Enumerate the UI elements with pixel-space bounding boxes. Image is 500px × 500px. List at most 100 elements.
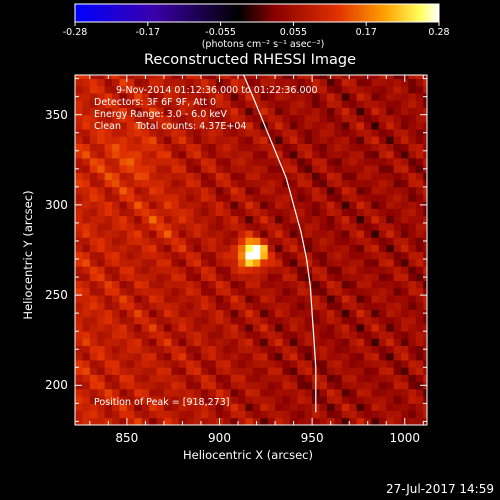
heatmap-cell: [408, 100, 417, 108]
heatmap-cell: [334, 251, 343, 260]
heatmap-cell: [289, 157, 298, 166]
heatmap-cell: [112, 251, 120, 260]
heatmap-cell: [141, 273, 150, 282]
heatmap-cell: [186, 244, 194, 253]
heatmap-cell: [104, 165, 113, 173]
heatmap-cell: [408, 352, 417, 361]
heatmap-cell: [134, 244, 143, 253]
heatmap-cell: [186, 345, 194, 354]
heatmap-cell: [334, 114, 343, 123]
heatmap-cell: [141, 374, 150, 383]
heatmap-cell: [423, 338, 427, 347]
heatmap-cell: [356, 157, 365, 166]
heatmap-cell: [104, 114, 113, 123]
heatmap-cell: [141, 129, 150, 137]
heatmap-cell: [326, 287, 335, 296]
heatmap-cell: [260, 230, 269, 238]
heatmap-cell: [408, 215, 417, 224]
heatmap-cell: [193, 273, 202, 282]
heatmap-cell: [423, 410, 427, 419]
heatmap-cell: [215, 100, 224, 108]
heatmap-cell: [297, 165, 306, 173]
heatmap-cell: [364, 136, 372, 144]
heatmap-cell: [163, 215, 172, 224]
heatmap-cell: [378, 78, 387, 87]
heatmap-cell: [112, 172, 120, 181]
heatmap-cell: [193, 194, 202, 202]
heatmap-cell: [104, 396, 113, 404]
heatmap-cell: [245, 309, 254, 318]
heatmap-cell: [304, 208, 313, 217]
heatmap-cell: [141, 309, 150, 318]
heatmap-cell: [156, 345, 165, 354]
heatmap-cell: [371, 157, 380, 166]
heatmap-cell: [364, 403, 372, 411]
heatmap-cell: [401, 352, 409, 361]
heatmap-cell: [104, 338, 113, 347]
heatmap-cell: [141, 78, 150, 87]
heatmap-cell: [89, 75, 98, 80]
heatmap-cell: [371, 280, 380, 289]
heatmap-cell: [149, 157, 157, 166]
heatmap-cell: [393, 287, 402, 296]
heatmap-cell: [267, 280, 276, 289]
heatmap-cell: [89, 136, 98, 144]
heatmap-cell: [223, 244, 232, 253]
heatmap-cell: [319, 208, 328, 217]
heatmap-cell: [401, 78, 409, 87]
heatmap-cell: [245, 266, 254, 274]
heatmap-cell: [378, 396, 387, 404]
heatmap-cell: [134, 215, 143, 224]
heatmap-cell: [119, 396, 128, 404]
heatmap-cell: [193, 208, 202, 217]
heatmap-cell: [186, 396, 194, 404]
heatmap-cell: [126, 143, 135, 152]
heatmap-cell: [208, 381, 217, 390]
heatmap-cell: [163, 273, 172, 282]
heatmap-cell: [97, 331, 106, 339]
heatmap-cell: [126, 179, 135, 188]
heatmap-cell: [230, 143, 239, 152]
heatmap-cell: [282, 201, 291, 209]
heatmap-cell: [104, 136, 113, 144]
heatmap-cell: [186, 93, 194, 101]
heatmap-cell: [415, 93, 424, 101]
heatmap-cell: [178, 273, 187, 282]
heatmap-cell: [97, 352, 106, 361]
heatmap-cell: [75, 215, 83, 224]
heatmap-cell: [341, 107, 350, 116]
heatmap-cell: [408, 360, 417, 368]
heatmap-cell: [371, 287, 380, 296]
heatmap-cell: [364, 410, 372, 419]
heatmap-cell: [386, 403, 395, 411]
heatmap-cell: [319, 179, 328, 188]
heatmap-cell: [104, 230, 113, 238]
heatmap-cell: [341, 287, 350, 296]
heatmap-cell: [134, 316, 143, 325]
heatmap-cell: [97, 85, 106, 94]
heatmap-cell: [178, 259, 187, 267]
heatmap-cell: [282, 93, 291, 101]
heatmap-cell: [149, 280, 157, 289]
heatmap-cell: [297, 345, 306, 354]
heatmap-cell: [334, 179, 343, 188]
heatmap-cell: [134, 208, 143, 217]
heatmap-cell: [275, 230, 283, 238]
heatmap-cell: [171, 374, 180, 383]
heatmap-cell: [401, 208, 409, 217]
heatmap-cell: [89, 157, 98, 166]
heatmap-cell: [408, 410, 417, 419]
heatmap-cell: [186, 100, 194, 108]
heatmap-cell: [304, 136, 313, 144]
heatmap-cell: [171, 266, 180, 274]
heatmap-cell: [423, 403, 427, 411]
heatmap-cell: [282, 100, 291, 108]
heatmap-cell: [149, 121, 157, 130]
heatmap-cell: [245, 107, 254, 116]
colorbar-tick-label: -0.28: [62, 27, 88, 38]
heatmap-cell: [393, 121, 402, 130]
heatmap-cell: [393, 186, 402, 195]
heatmap-cell: [171, 215, 180, 224]
heatmap-cell: [415, 410, 424, 419]
heatmap-cell: [252, 121, 261, 130]
